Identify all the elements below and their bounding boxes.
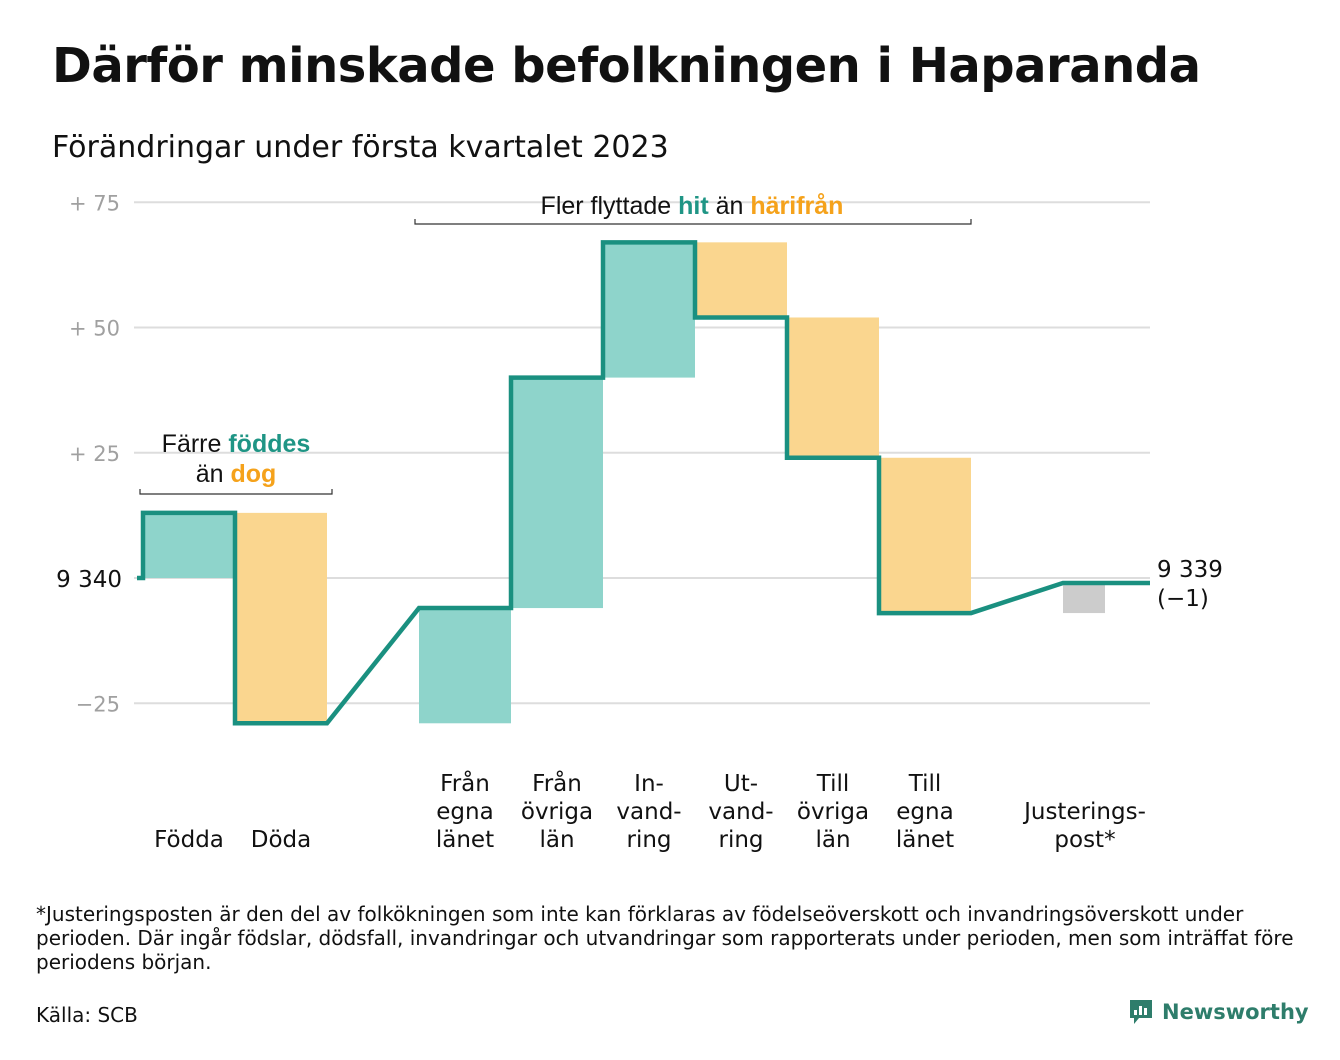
newsworthy-icon <box>1130 1000 1152 1024</box>
waterfall-bar <box>235 512 327 724</box>
cumulative-step-line <box>137 240 1150 726</box>
births-annotation-bracket <box>139 489 333 495</box>
waterfall-bar <box>511 377 603 609</box>
category-label: Justerings-post* <box>1022 799 1146 853</box>
waterfall-bar <box>1063 583 1105 614</box>
brand-name: Newsworthy <box>1162 1000 1309 1024</box>
y-tick-label: + 75 <box>69 191 120 215</box>
footnote: *Justeringsposten är den del av folkökni… <box>36 902 1294 974</box>
category-label: Födda <box>154 827 224 853</box>
category-label: Till egna länet <box>896 771 954 853</box>
y-tick-label: + 25 <box>69 442 120 466</box>
migration-annotation: Fler flyttade hit än härifrån <box>541 192 844 220</box>
waterfall-bar <box>603 242 695 378</box>
y-tick-label: + 50 <box>69 317 120 341</box>
category-label: Ut-vand-ring <box>708 771 773 853</box>
chart-subtitle: Förändringar under första kvartalet 2023 <box>52 130 669 165</box>
migration-annotation-bracket <box>414 219 972 225</box>
chart-title: Därför minskade befolkningen i Haparanda <box>52 38 1201 94</box>
category-label: Från övriga län <box>521 769 593 853</box>
waterfall-bar <box>879 457 971 614</box>
category-label: Till övriga län <box>797 771 869 853</box>
brand-logo: Newsworthy <box>1128 998 1309 1026</box>
births-annotation-line2: än dog <box>196 460 277 488</box>
waterfall-bar <box>787 317 879 458</box>
category-label: Döda <box>251 827 311 853</box>
category-label: Från egna länet <box>436 769 494 853</box>
category-label: In-vand-ring <box>616 771 681 853</box>
births-annotation-line1: Färre föddes <box>162 430 311 458</box>
end-change-label: (−1) <box>1157 586 1209 612</box>
end-value-label: 9 339 <box>1157 557 1223 583</box>
y-tick-label: −25 <box>76 692 120 716</box>
start-value-label: 9 340 <box>56 567 122 593</box>
waterfall-bar <box>143 512 235 578</box>
source-label: Källa: SCB <box>36 1003 138 1027</box>
waterfall-bar <box>419 608 511 724</box>
waterfall-bar <box>695 242 787 318</box>
waterfall-chart: + 75 + 50 + 25 −25 9 340 Födda Döda Från egna län… <box>56 191 1223 853</box>
